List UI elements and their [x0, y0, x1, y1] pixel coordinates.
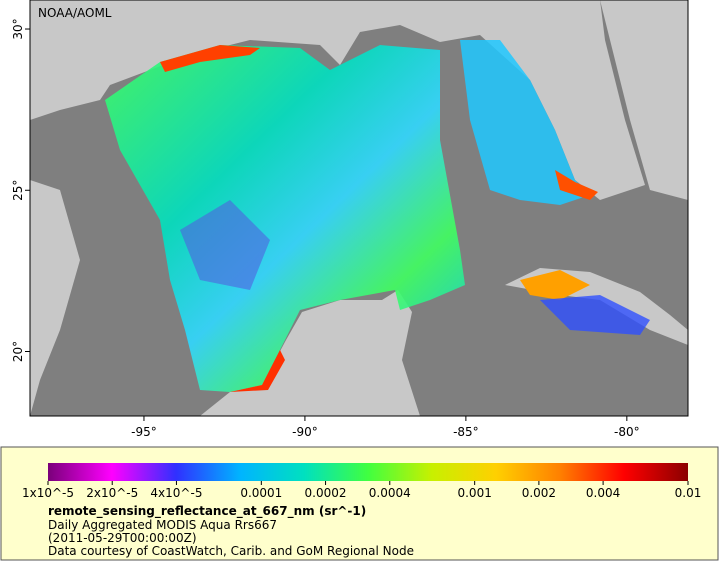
land-north [30, 0, 645, 200]
legend-dataset: Daily Aggregated MODIS Aqua Rrs667 [48, 518, 277, 532]
reflectance-low [180, 200, 270, 290]
x-tick-label: -90° [292, 425, 318, 439]
coastal-high [230, 350, 285, 392]
map: NOAA/AOML [29, 0, 689, 417]
colorbar-tick-label: 1x10^-5 [22, 486, 74, 500]
land-yucatan [200, 290, 420, 416]
coastal-high [160, 45, 260, 72]
reflectance-swath-cuba [540, 295, 650, 335]
x-tick-label: -85° [453, 425, 479, 439]
reflectance-swath-east [460, 40, 590, 205]
colorbar-tick-label: 0.004 [586, 486, 620, 500]
x-tick-label: -95° [131, 425, 157, 439]
y-tick-label: 20° [11, 341, 25, 362]
colorbar-panel: remote_sensing_reflectance_at_667_nm (sr… [0, 446, 719, 561]
colorbar-tick-label: 0.01 [675, 486, 702, 500]
land-east [600, 0, 688, 200]
map-credit: NOAA/AOML [38, 6, 112, 20]
colorbar-tick-label: 0.0002 [305, 486, 347, 500]
reflectance-swath [105, 45, 465, 392]
legend-credit: Data courtesy of CoastWatch, Carib. and … [48, 544, 414, 558]
x-tick-label: -80° [614, 425, 640, 439]
legend-variable: remote_sensing_reflectance_at_667_nm (sr… [48, 504, 366, 519]
colorbar-tick-label: 0.0001 [240, 486, 282, 500]
colorbar-tick-label: 2x10^-5 [86, 486, 138, 500]
coastal-high [555, 170, 598, 200]
colorbar-tick-label: 0.001 [457, 486, 491, 500]
land-mexico [30, 180, 80, 416]
legend-time: (2011-05-29T00:00:00Z) [48, 531, 197, 545]
colorbar [48, 463, 688, 481]
map-frame [29, 0, 689, 417]
coastal-high [520, 270, 590, 300]
colorbar-tick-label: 0.0004 [369, 486, 411, 500]
colorbar-tick-label: 4x10^-5 [150, 486, 202, 500]
y-tick-label: 25° [11, 180, 25, 201]
colorbar-tick-label: 0.002 [522, 486, 556, 500]
y-tick-label: 30° [11, 18, 25, 39]
